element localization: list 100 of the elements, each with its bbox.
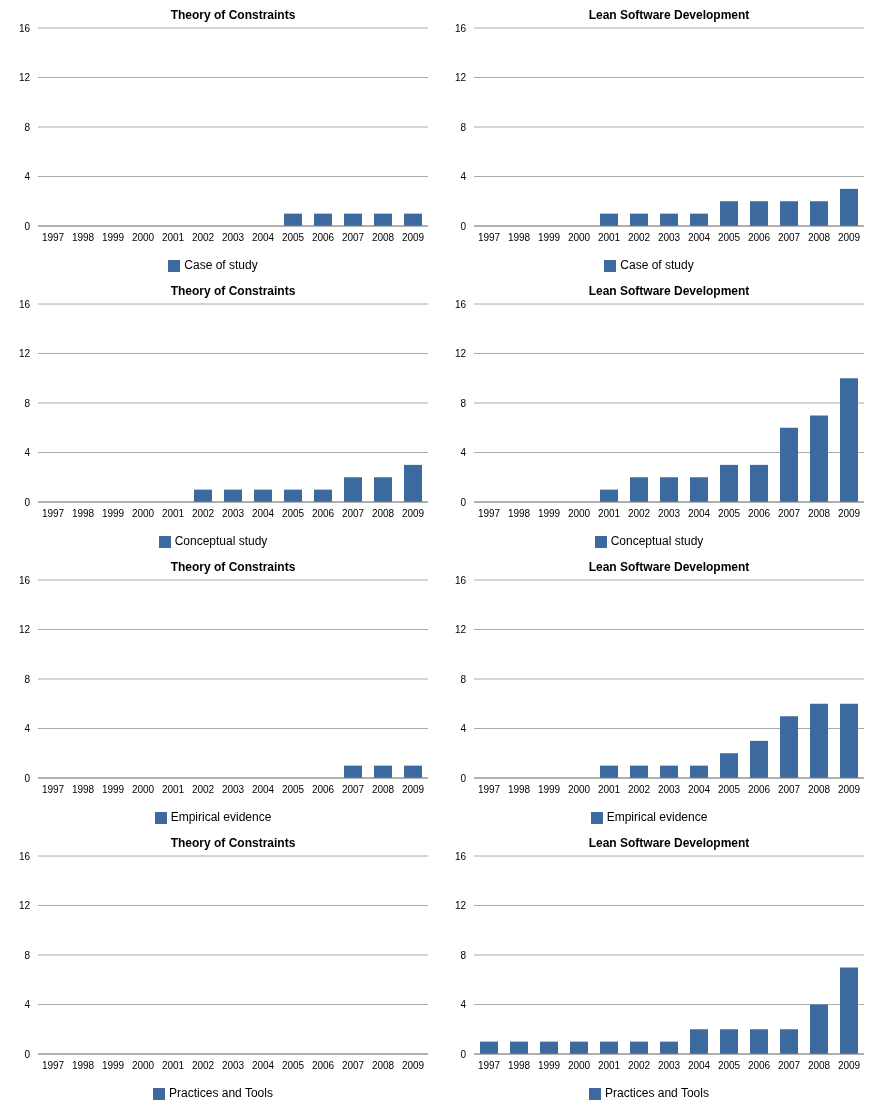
x-tick-label: 1998	[71, 784, 95, 796]
x-tick-label: 2009	[837, 508, 861, 520]
bar	[720, 1029, 738, 1054]
chart-title: Lean Software Development	[587, 560, 751, 576]
legend-label: Practices and Tools	[169, 1086, 273, 1100]
x-tick-label: 2002	[191, 1060, 215, 1072]
x-tick-label: 2000	[567, 784, 591, 796]
bar	[840, 378, 858, 502]
chart-title: Theory of Constraints	[169, 836, 297, 852]
y-tick-label: 0	[460, 772, 467, 784]
x-tick-label: 2004	[251, 784, 275, 796]
y-tick-label: 8	[24, 121, 31, 133]
legend-label: Case of study	[620, 258, 694, 272]
chart-title: Lean Software Development	[587, 8, 751, 24]
chart-title: Theory of Constraints	[169, 8, 297, 24]
x-tick-label: 2001	[161, 1060, 185, 1072]
x-tick-label: 2006	[747, 784, 771, 796]
x-tick-label: 2003	[657, 1060, 681, 1072]
y-tick-label: 4	[24, 999, 31, 1011]
x-tick-label: 2003	[221, 784, 245, 796]
x-tick-label: 2005	[281, 784, 305, 796]
chart-title: Theory of Constraints	[169, 284, 297, 300]
x-tick-label: 2004	[251, 508, 275, 520]
y-tick-label: 12	[18, 72, 31, 84]
y-tick-label: 0	[460, 1048, 467, 1060]
x-tick-label: 2002	[191, 508, 215, 520]
x-tick-label: 2008	[807, 1060, 831, 1072]
x-tick-label: 2008	[807, 784, 831, 796]
x-tick-label: 2000	[131, 232, 155, 244]
x-tick-label: 1999	[537, 784, 561, 796]
y-tick-label: 4	[24, 723, 31, 735]
y-tick-label: 0	[460, 496, 467, 508]
x-tick-label: 1998	[71, 1060, 95, 1072]
y-tick-label: 12	[18, 900, 31, 912]
x-tick-label: 2005	[281, 508, 305, 520]
y-tick-label: 0	[24, 496, 31, 508]
y-tick-label: 8	[460, 121, 467, 133]
x-tick-label: 2006	[747, 1060, 771, 1072]
x-tick-label: 1998	[507, 508, 531, 520]
x-tick-label: 1997	[477, 508, 501, 520]
x-tick-label: 2004	[251, 232, 275, 244]
x-tick-label: 2005	[717, 1060, 741, 1072]
x-tick-label: 1998	[507, 784, 531, 796]
bar	[780, 1029, 798, 1054]
x-tick-label: 2009	[401, 784, 425, 796]
x-tick-label: 2004	[687, 508, 711, 520]
y-tick-label: 4	[460, 999, 467, 1011]
y-tick-label: 8	[460, 673, 467, 685]
x-tick-label: 1997	[477, 784, 501, 796]
bar	[404, 464, 422, 502]
x-tick-label: 1999	[101, 784, 125, 796]
y-tick-label: 8	[24, 673, 31, 685]
x-tick-label: 2006	[311, 784, 335, 796]
x-tick-label: 2000	[567, 232, 591, 244]
y-tick-label: 8	[24, 949, 31, 961]
bar	[840, 703, 858, 778]
bar	[690, 1029, 708, 1054]
y-tick-label: 0	[460, 220, 467, 232]
x-tick-label: 2002	[627, 784, 651, 796]
x-tick-label: 2007	[777, 1060, 801, 1072]
x-tick-label: 2008	[807, 232, 831, 244]
y-tick-label: 16	[454, 298, 467, 310]
y-tick-label: 4	[24, 171, 31, 183]
y-tick-label: 16	[18, 850, 31, 862]
x-tick-label: 2009	[837, 784, 861, 796]
x-tick-label: 2007	[341, 232, 365, 244]
bar	[750, 464, 768, 502]
x-tick-label: 2008	[371, 508, 395, 520]
bar	[780, 427, 798, 502]
x-tick-label: 2001	[161, 784, 185, 796]
bar	[630, 477, 648, 502]
bar	[750, 201, 768, 226]
x-tick-label: 2001	[597, 232, 621, 244]
x-tick-label: 2007	[777, 784, 801, 796]
bar	[810, 703, 828, 778]
bar	[374, 477, 392, 502]
x-tick-label: 2007	[777, 508, 801, 520]
x-tick-label: 2009	[837, 1060, 861, 1072]
y-tick-label: 0	[24, 1048, 31, 1060]
x-tick-label: 2006	[747, 508, 771, 520]
y-tick-label: 16	[454, 22, 467, 34]
y-tick-label: 8	[460, 949, 467, 961]
bar	[840, 967, 858, 1054]
x-tick-label: 2003	[657, 508, 681, 520]
x-tick-label: 2001	[161, 232, 185, 244]
x-tick-label: 1998	[507, 232, 531, 244]
legend-label: Practices and Tools	[605, 1086, 709, 1100]
x-tick-label: 2005	[717, 784, 741, 796]
bar	[720, 201, 738, 226]
x-tick-label: 2000	[131, 784, 155, 796]
x-tick-label: 2003	[657, 232, 681, 244]
x-tick-label: 2006	[747, 232, 771, 244]
x-tick-label: 1999	[101, 232, 125, 244]
bar	[750, 1029, 768, 1054]
x-tick-label: 2004	[687, 232, 711, 244]
x-tick-label: 2003	[657, 784, 681, 796]
bar	[810, 415, 828, 502]
x-tick-label: 1998	[507, 1060, 531, 1072]
x-tick-label: 1999	[101, 508, 125, 520]
x-tick-label: 2006	[311, 508, 335, 520]
